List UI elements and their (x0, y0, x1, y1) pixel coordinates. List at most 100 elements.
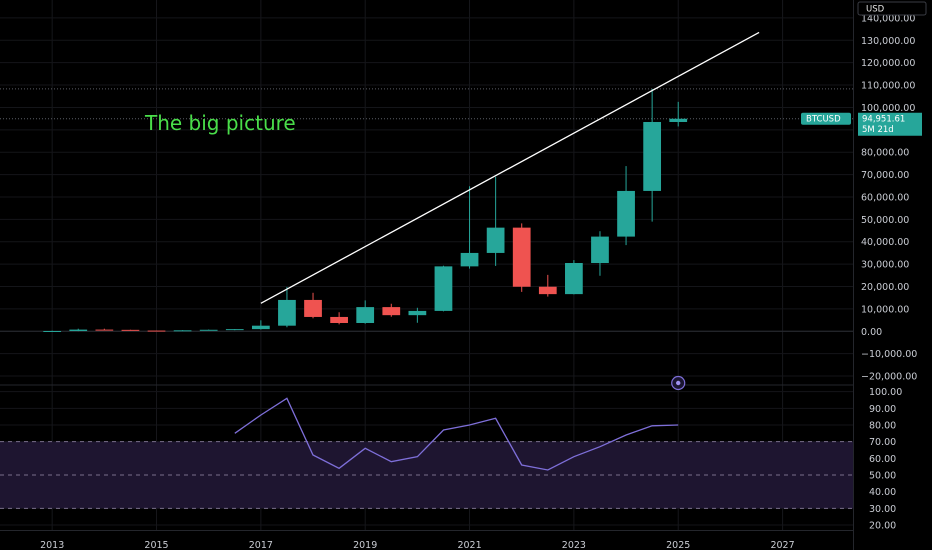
candle-body (278, 299, 296, 326)
candle-body (382, 307, 401, 316)
grid-layer (0, 0, 854, 550)
price-tick-label: 0.00 (861, 327, 882, 338)
time-tick-label: 2023 (562, 540, 586, 550)
price-tick-label: 110,000.00 (861, 81, 915, 92)
rsi-line (234, 397, 679, 471)
currency-label[interactable]: USD (866, 5, 885, 15)
candle-4 (147, 330, 166, 332)
rsi-tick-label: 30.00 (869, 504, 896, 515)
candle-21 (591, 231, 609, 276)
chart-annotation[interactable]: The big picture (144, 111, 296, 135)
candle-8 (251, 320, 270, 330)
candle-12 (356, 300, 375, 324)
candle-body (669, 118, 688, 122)
time-tick-label: 2021 (457, 540, 481, 550)
price-tick-label: 40,000.00 (861, 237, 909, 248)
candle-body (225, 329, 244, 331)
currency-selector[interactable]: USD (857, 1, 927, 16)
symbol-badge-box (801, 112, 851, 125)
candle-5 (173, 330, 192, 332)
price-tick-label: 30,000.00 (861, 260, 909, 271)
candle-13 (382, 303, 401, 317)
currency-selector-box[interactable] (857, 1, 927, 16)
price-tick-label: 70,000.00 (861, 170, 909, 181)
last-price-label: 94,951.61 (862, 115, 905, 125)
candle-body (304, 299, 322, 317)
price-tick-label: 130,000.00 (861, 36, 915, 47)
candle-3 (121, 329, 140, 331)
candle-6 (199, 329, 218, 331)
candle-body (486, 227, 505, 253)
candle-24 (669, 101, 688, 127)
candle-19 (538, 274, 557, 297)
candle-9 (278, 286, 296, 328)
rsi-tick-label: 20.00 (869, 521, 896, 532)
candle-20 (565, 260, 583, 295)
time-axis[interactable]: 2013 2015 2017 2019 2021 2023 2025 2027 (40, 540, 795, 550)
price-axis[interactable]: −20,000.00 −10,000.00 0.00 10,000.00 20,000.… (861, 13, 917, 382)
candle-18 (512, 223, 531, 292)
rsi-axis[interactable]: 20.00 30.00 40.00 50.00 60.00 70.00 80.00 90.00… (869, 387, 902, 531)
rsi-tick-label: 60.00 (869, 454, 896, 465)
candle-body (538, 286, 557, 295)
candle-7 (225, 329, 244, 331)
candle-body (591, 236, 609, 264)
time-tick-label: 2027 (770, 540, 794, 550)
rsi-tick-label: 80.00 (869, 421, 896, 432)
price-tick-label: 80,000.00 (861, 148, 909, 159)
symbol-badge: BTCUSD (801, 112, 851, 125)
candle-11 (330, 312, 348, 325)
candle-15 (434, 265, 453, 312)
rsi-tick-label: 40.00 (869, 487, 896, 498)
candle-22 (617, 166, 635, 246)
candle-body (565, 263, 583, 295)
candle-16 (460, 186, 479, 269)
candle-body (251, 325, 270, 330)
rsi-band (0, 441, 853, 509)
alert-marker-dot (676, 380, 681, 386)
add-alert-icon[interactable] (671, 375, 686, 391)
last-price-badge: 94,951.61 5M 21d (858, 112, 922, 136)
price-tick-label: 140,000.00 (861, 13, 915, 24)
candle-14 (408, 307, 427, 323)
candle-body (330, 316, 348, 323)
rsi-tick-label: 90.00 (869, 404, 896, 415)
candle-body (95, 329, 114, 331)
price-tick-label: 60,000.00 (861, 192, 909, 203)
symbol-label: BTCUSD (806, 115, 841, 125)
countdown-label: 5M 21d (862, 125, 894, 135)
price-tick-label: −10,000.00 (861, 349, 917, 360)
candle-body (173, 330, 192, 332)
time-tick-label: 2015 (144, 540, 168, 550)
candle-body (512, 227, 531, 287)
candle-body (69, 329, 88, 331)
candle-body (460, 252, 479, 267)
candle-body (408, 310, 427, 316)
price-tick-label: 100,000.00 (861, 103, 915, 114)
rsi-tick-label: 70.00 (869, 437, 896, 448)
price-tick-label: 50,000.00 (861, 215, 909, 226)
time-tick-label: 2017 (249, 540, 273, 550)
time-tick-label: 2013 (40, 540, 64, 550)
candle-23 (643, 88, 662, 222)
price-levels (0, 88, 853, 120)
time-tick-label: 2025 (666, 540, 690, 550)
candle-10 (304, 292, 322, 319)
candle-1 (69, 328, 88, 332)
candle-17 (486, 176, 505, 266)
candle-body (356, 307, 375, 323)
price-tick-label: 10,000.00 (861, 304, 909, 315)
price-tick-label: −20,000.00 (861, 372, 917, 383)
candle-body (43, 330, 62, 332)
candle-body (147, 330, 166, 332)
candles-layer (43, 88, 688, 332)
rsi-tick-label: 100.00 (869, 387, 902, 398)
rsi-tick-label: 50.00 (869, 471, 896, 482)
price-tick-label: 20,000.00 (861, 282, 909, 293)
price-tick-label: 120,000.00 (861, 58, 915, 69)
candle-body (121, 329, 140, 331)
trendline[interactable] (260, 31, 760, 304)
candle-body (199, 329, 218, 331)
candle-0 (43, 330, 62, 332)
